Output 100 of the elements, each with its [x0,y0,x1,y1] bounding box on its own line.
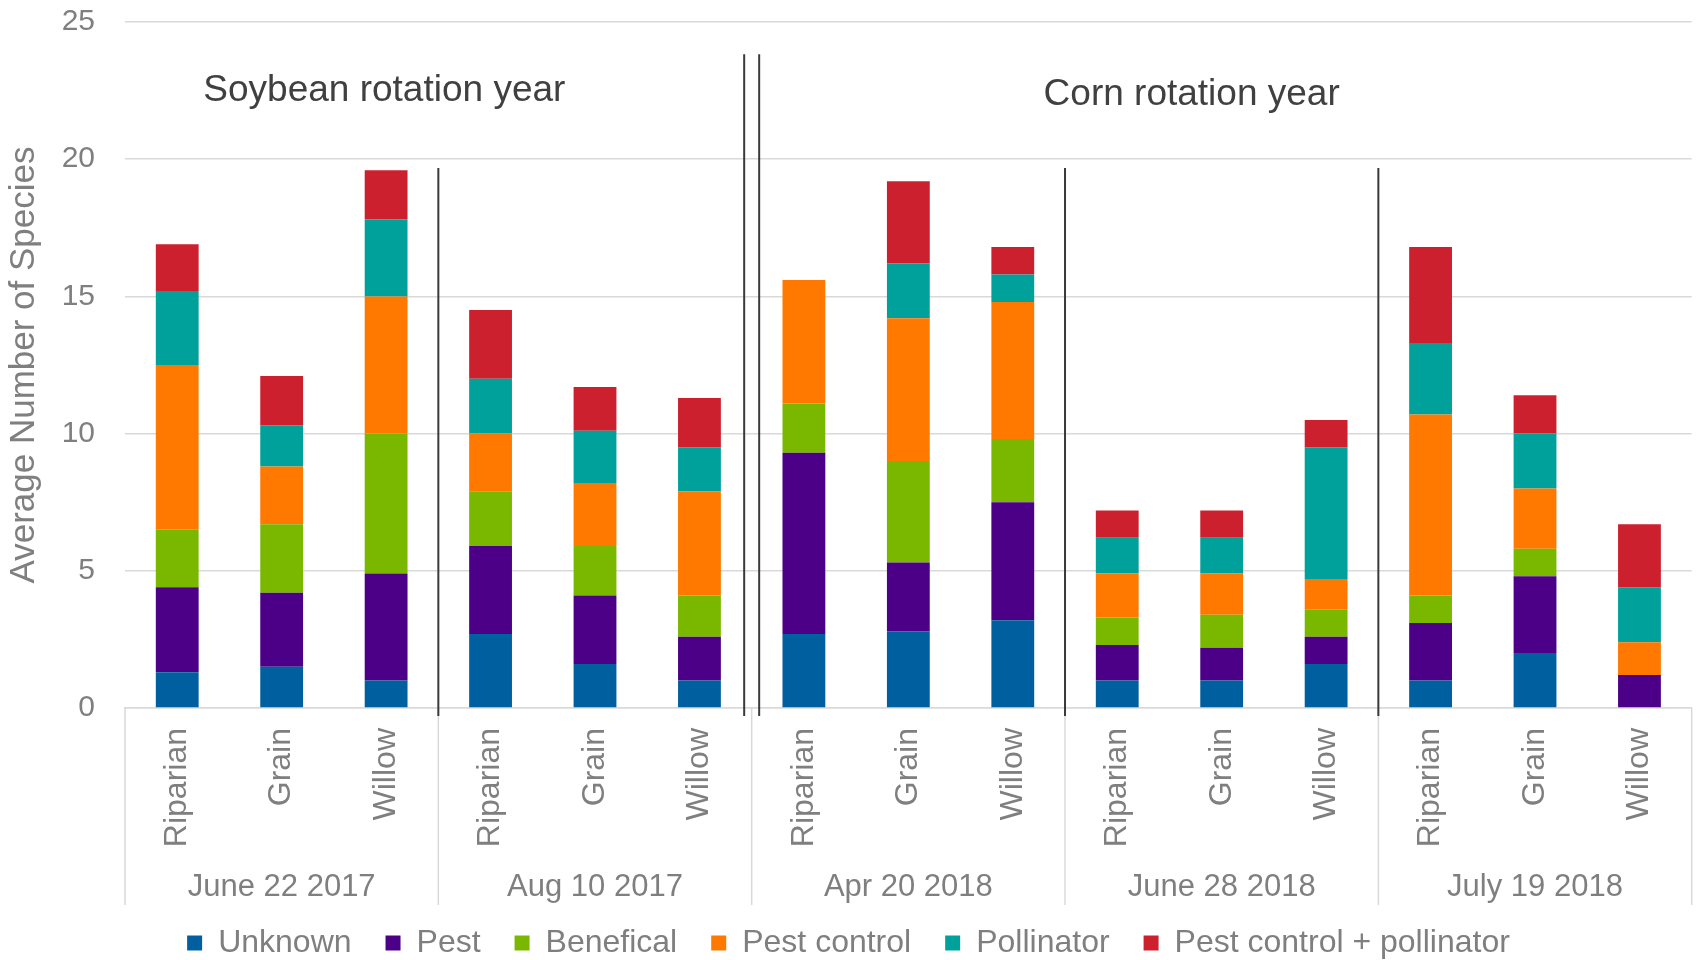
y-tick-label: 25 [61,3,95,37]
bar [260,666,304,708]
bar [1409,680,1452,708]
y-tick-label: 5 [78,552,95,586]
bar [1304,636,1348,665]
text: June 22 2017 [187,867,376,903]
bar [573,546,617,596]
bar [1095,680,1139,708]
legend-label: Pest control + pollinator [1174,922,1511,959]
bar [469,433,512,492]
text: Aug 10 2017 [507,867,683,903]
bar [573,430,617,483]
bar [1409,622,1452,681]
bar [1513,653,1557,708]
bar [1304,664,1348,708]
bar [1409,414,1452,596]
bar [1200,573,1244,615]
bar [1095,573,1139,618]
x-tick-label: Riparian [157,728,194,848]
bar [1409,343,1452,415]
annotation: Soybean rotation year [203,67,566,109]
bar [155,290,199,365]
bar [678,680,721,708]
bar [991,620,1035,708]
bar [1304,609,1348,637]
x-tick-label: Willow [992,727,1029,821]
y-tick-label: 10 [61,414,95,448]
bar [1200,647,1244,681]
bar [1200,537,1244,574]
text: June 28 2018 [1127,867,1316,903]
bar [364,296,408,434]
bar [260,466,304,525]
x-tick-label: Willow [365,727,402,821]
x-tick-label: Riparian [1410,728,1447,848]
bar [1200,680,1244,708]
bar [991,301,1035,440]
bar [469,378,512,434]
bar [1409,247,1452,344]
bar [991,439,1035,503]
bar [678,636,721,681]
y-tick-label: 15 [61,277,95,311]
bar [364,219,408,297]
bar [991,274,1035,302]
x-tick-label: Grain [261,728,298,807]
bar [886,562,930,632]
bar [1095,617,1139,645]
bar [782,452,826,634]
bar [1513,488,1557,549]
bar [1200,614,1244,648]
bar [886,263,930,319]
bar [782,633,826,708]
legend-label: Pollinator [976,922,1110,959]
bar [155,529,199,588]
bar [1095,537,1139,574]
legend-label: Pest control [742,922,912,959]
bar [469,633,512,708]
bar [1095,644,1139,681]
bar [155,244,199,291]
legend-label: Unknown [218,922,352,959]
x-tick-label: Riparian [1097,728,1134,848]
bar [886,461,930,563]
bar [260,375,304,426]
x-tick-label: Riparian [783,728,820,848]
bar [991,502,1035,621]
bar [1513,576,1557,654]
text: Apr 20 2018 [823,867,993,903]
bar [469,491,512,547]
bar [1513,433,1557,489]
y-tick-label: 20 [61,140,95,174]
bar [1304,579,1348,610]
bar [782,279,826,404]
bar [260,592,304,667]
bar [155,365,199,530]
bar [1618,524,1661,588]
bar [469,546,512,634]
y-axis-title: Average Number of Species [1,146,41,584]
x-tick-label: Willow [679,727,716,821]
bar [260,524,304,593]
bar [155,587,199,673]
bar [782,403,826,453]
bar [469,310,512,379]
bar [1618,587,1661,643]
bar [1618,642,1661,676]
bar [886,318,930,462]
annotation: Corn rotation year [1043,71,1340,113]
bar [155,672,199,708]
bar [991,247,1035,275]
bar [364,170,408,220]
bar [364,573,408,681]
bar [678,491,721,596]
bar [1513,548,1557,577]
bar [1200,510,1244,538]
bar [364,680,408,708]
bar [886,631,930,708]
bar [573,482,617,547]
bar [678,447,721,492]
bar [1095,510,1139,538]
bar [260,425,304,467]
x-tick-label: Willow [1305,727,1342,821]
x-tick-label: Grain [1514,728,1551,807]
